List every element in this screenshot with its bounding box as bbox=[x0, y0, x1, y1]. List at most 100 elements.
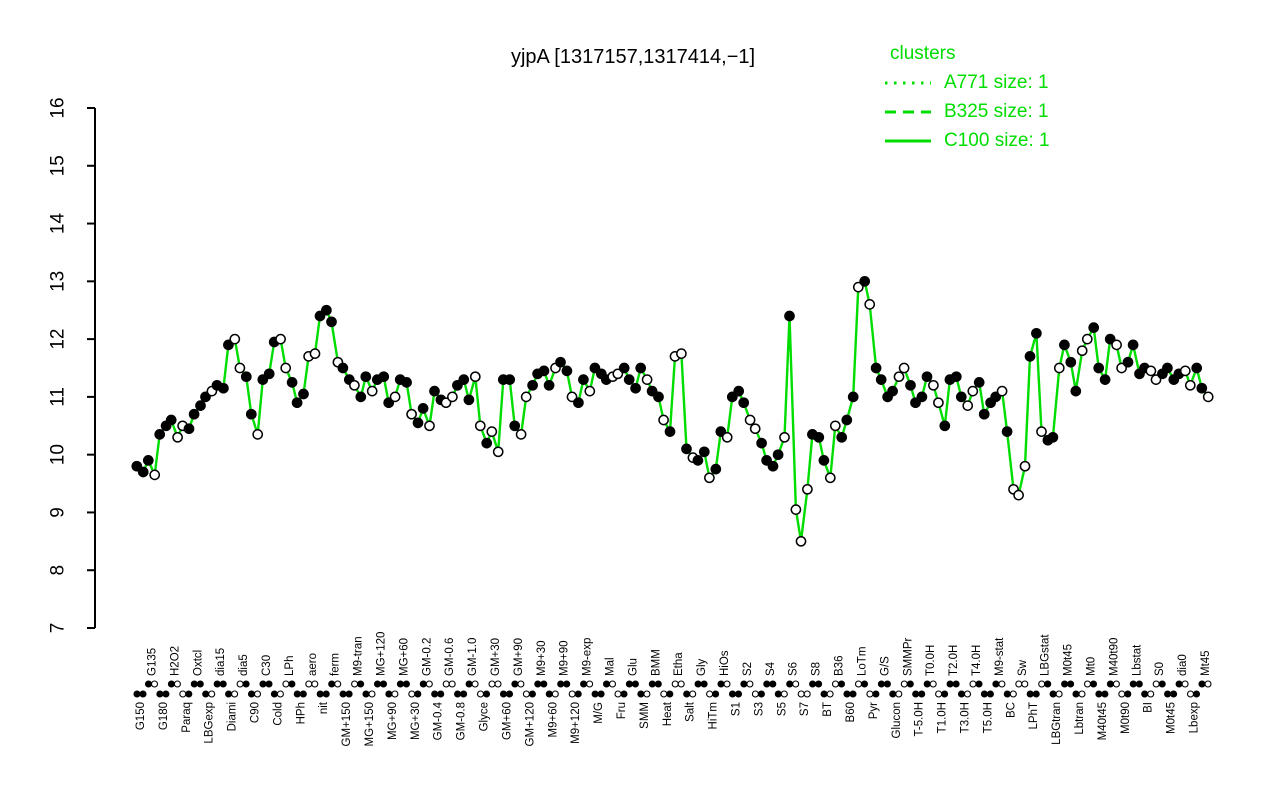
x-axis-label: M0t45 bbox=[1166, 702, 1178, 734]
x-axis-label: BI bbox=[1143, 702, 1155, 713]
data-point bbox=[401, 377, 412, 388]
data-point bbox=[406, 408, 417, 420]
data-point bbox=[1001, 426, 1013, 437]
x-axis-label: B36 bbox=[834, 656, 846, 676]
data-point bbox=[515, 429, 527, 440]
condition-marker bbox=[1186, 690, 1195, 698]
x-axis-label: GM+90 bbox=[513, 638, 525, 676]
x-axis-label: M9-tran bbox=[353, 636, 365, 676]
condition-marker bbox=[683, 690, 691, 698]
data-point bbox=[950, 371, 962, 383]
data-point bbox=[790, 504, 802, 515]
condition-marker bbox=[448, 680, 456, 688]
condition-marker bbox=[1106, 680, 1114, 688]
condition-marker bbox=[1147, 690, 1155, 698]
condition-marker bbox=[225, 690, 233, 698]
data-point bbox=[509, 420, 521, 432]
data-point bbox=[726, 391, 738, 403]
data-point bbox=[1065, 356, 1077, 368]
condition-marker bbox=[843, 690, 851, 698]
x-axis: G150 G135 G180 H2O2 Paraq Oxtcl LBGexp dia15 Dia… bbox=[133, 632, 1212, 746]
condition-marker bbox=[551, 690, 559, 698]
condition-marker bbox=[454, 690, 462, 698]
x-axis-label: LBGexp bbox=[204, 702, 216, 744]
condition-marker bbox=[1158, 680, 1166, 688]
data-point bbox=[990, 391, 1002, 403]
data-point bbox=[474, 420, 486, 432]
condition-marker bbox=[334, 680, 342, 688]
legend-item-label: C100 size: 1 bbox=[944, 130, 1050, 151]
condition-marker bbox=[689, 690, 697, 698]
x-axis-label: G150 bbox=[135, 702, 147, 730]
data-point bbox=[366, 385, 378, 397]
condition-marker bbox=[780, 690, 788, 698]
condition-marker bbox=[1021, 680, 1029, 688]
legend-item-label: A771 size: 1 bbox=[944, 72, 1049, 93]
data-point bbox=[681, 443, 692, 455]
x-axis-label: S4 bbox=[765, 661, 777, 676]
condition-marker bbox=[563, 680, 571, 688]
data-point bbox=[1122, 356, 1134, 368]
condition-marker bbox=[1067, 680, 1075, 688]
legend: clusters A771 size: 1 B325 size: 1 C100 … bbox=[884, 44, 1050, 160]
condition-marker bbox=[597, 690, 605, 698]
data-point bbox=[623, 374, 635, 385]
x-axis-label: LoTm bbox=[857, 647, 869, 676]
x-axis-label: G/S bbox=[879, 656, 891, 676]
condition-marker bbox=[528, 690, 536, 698]
y-axis-tick-label: 13 bbox=[48, 271, 69, 292]
data-point bbox=[321, 304, 332, 316]
condition-marker bbox=[391, 690, 399, 698]
x-axis-label: Lbexp bbox=[1189, 702, 1201, 733]
data-point bbox=[1088, 322, 1100, 333]
x-axis-label: Pyr bbox=[868, 702, 880, 719]
x-axis-label: Lbtran bbox=[1074, 702, 1086, 735]
condition-marker bbox=[316, 690, 324, 698]
data-point bbox=[852, 281, 864, 293]
x-axis-label: MG+90 bbox=[387, 702, 399, 740]
x-axis-label: G135 bbox=[147, 648, 159, 676]
data-point bbox=[1179, 365, 1191, 377]
condition-marker bbox=[385, 690, 393, 698]
data-point bbox=[916, 391, 928, 403]
data-point bbox=[218, 382, 229, 394]
data-point bbox=[664, 426, 676, 437]
condition-marker bbox=[602, 680, 611, 688]
data-point bbox=[1196, 382, 1208, 394]
data-point bbox=[154, 429, 166, 440]
data-point bbox=[864, 299, 876, 310]
data-point bbox=[1081, 333, 1093, 345]
legend-item-label: B325 size: 1 bbox=[944, 101, 1049, 122]
data-point bbox=[973, 377, 985, 388]
x-axis-label: BT bbox=[822, 702, 834, 717]
data-point bbox=[870, 362, 882, 374]
x-axis-label: Heat bbox=[662, 701, 674, 726]
y-axis: 7 8 9 10 11 12 13 14 15 16 bbox=[48, 97, 96, 633]
data-point bbox=[349, 379, 360, 391]
x-axis-label: MG+30 bbox=[410, 702, 422, 740]
data-points bbox=[131, 275, 1214, 547]
data-point bbox=[360, 371, 372, 383]
condition-marker bbox=[534, 680, 542, 688]
x-axis-label: S8 bbox=[811, 662, 823, 676]
legend-item-b325: B325 size: 1 bbox=[884, 102, 1050, 121]
data-point bbox=[183, 423, 195, 435]
data-point bbox=[447, 391, 458, 403]
condition-marker bbox=[499, 690, 508, 698]
y-axis-tick-label: 11 bbox=[48, 387, 69, 407]
condition-marker bbox=[660, 690, 668, 698]
x-axis-label: Mal bbox=[605, 657, 617, 676]
condition-marker bbox=[471, 680, 479, 688]
data-point bbox=[756, 437, 767, 449]
x-axis-label: B60 bbox=[845, 702, 857, 722]
x-axis-label: LBGtran bbox=[1051, 702, 1063, 745]
legend-item-c100: C100 size: 1 bbox=[884, 131, 1050, 150]
data-point bbox=[417, 403, 429, 414]
data-point bbox=[612, 368, 624, 380]
x-axis-label: Glu bbox=[627, 658, 639, 676]
condition-marker bbox=[992, 680, 1000, 688]
condition-marker bbox=[952, 680, 960, 688]
data-point bbox=[658, 414, 669, 426]
x-axis-label: T0.0H bbox=[925, 645, 937, 676]
data-point bbox=[458, 374, 470, 385]
